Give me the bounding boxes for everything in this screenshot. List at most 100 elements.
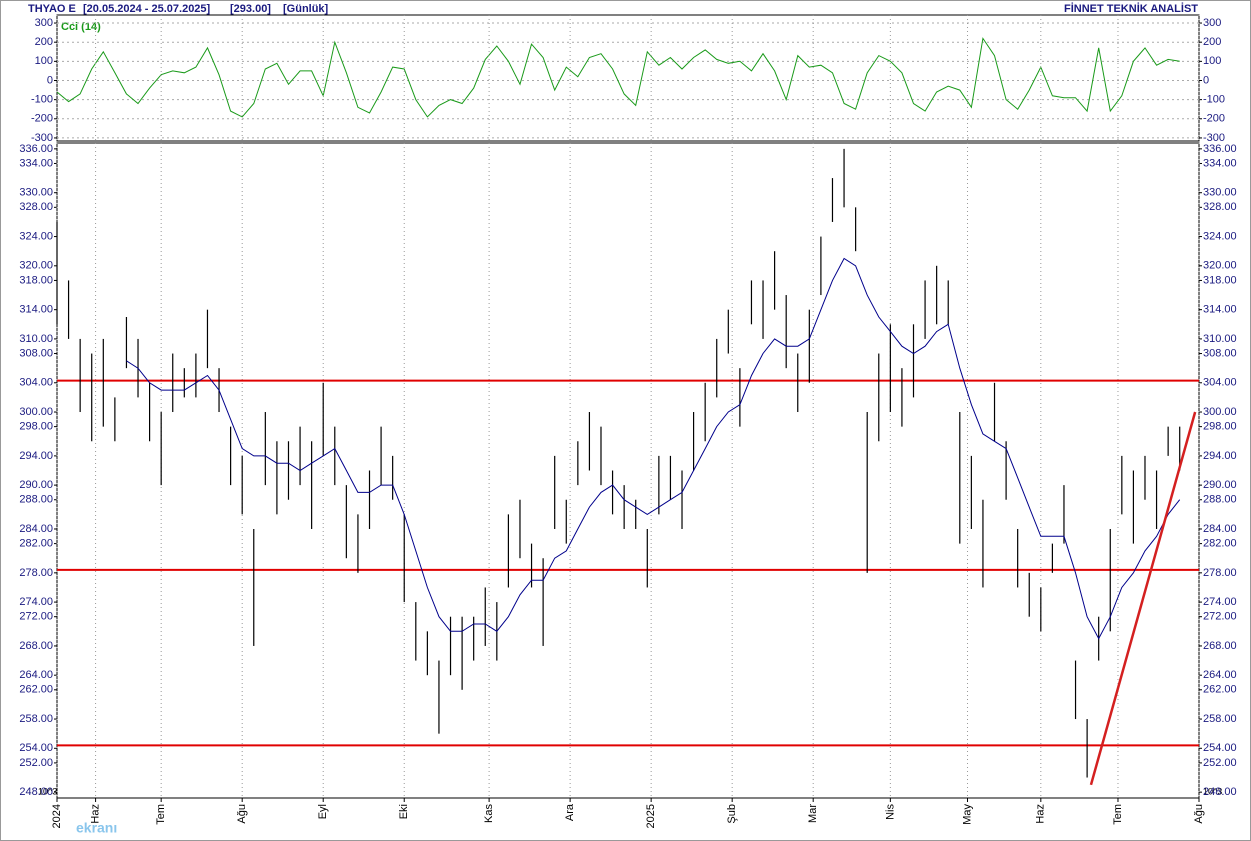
y-tick-label: 254.00	[1203, 742, 1237, 754]
date-range: [20.05.2024 - 25.07.2025]	[83, 3, 211, 15]
y-tick-label: 258.00	[1203, 713, 1237, 725]
scale-note: 10^3	[38, 786, 57, 796]
y-tick-label: -200	[31, 113, 53, 125]
price-panel	[56, 142, 1200, 799]
y-tick-label: 294.00	[19, 450, 53, 462]
period: [Günlük]	[283, 3, 329, 15]
y-tick-label: 318.00	[19, 274, 53, 286]
y-tick-label: 282.00	[1203, 538, 1237, 550]
y-tick-label: 248.00	[19, 786, 53, 798]
x-tick-label: Tem	[155, 804, 167, 825]
x-tick-label: May	[961, 804, 973, 825]
x-tick-label: Ara	[564, 803, 576, 821]
y-tick-label: 0	[1203, 74, 1209, 86]
x-tick-label: Eyl	[317, 804, 329, 819]
x-tick-label: Haz	[1035, 804, 1047, 824]
y-tick-label: 300	[35, 17, 53, 29]
y-tick-label: 314.00	[19, 304, 53, 316]
x-tick-label: Kas	[483, 804, 495, 823]
y-tick-label: 258.00	[19, 713, 53, 725]
x-tick-label: Ağu	[1193, 804, 1205, 824]
y-tick-label: 320.00	[1203, 260, 1237, 272]
y-tick-label: 274.00	[19, 596, 53, 608]
last-price: [293.00]	[230, 3, 271, 15]
moving-average	[126, 257, 1181, 640]
y-tick-label: 300.00	[1203, 406, 1237, 418]
x-tick-label: Eki	[398, 804, 410, 819]
scale-note: 10^3	[1203, 786, 1222, 796]
y-tick-label: 298.00	[1203, 421, 1237, 433]
y-tick-label: 252.00	[1203, 757, 1237, 769]
y-tick-label: 268.00	[19, 640, 53, 652]
y-tick-label: 300	[1203, 17, 1221, 29]
y-tick-label: 274.00	[1203, 596, 1237, 608]
y-tick-label: 254.00	[19, 742, 53, 754]
y-tick-label: 0	[47, 74, 53, 86]
y-tick-label: 290.00	[1203, 479, 1237, 491]
title: THYAO E	[28, 3, 76, 15]
y-tick-label: -200	[1203, 113, 1225, 125]
y-tick-label: 248.00	[1203, 786, 1237, 798]
y-tick-label: 336.00	[1203, 143, 1237, 155]
y-tick-label: 324.00	[1203, 230, 1237, 242]
x-tick-label: Nis	[884, 804, 896, 820]
y-tick-label: 320.00	[19, 260, 53, 272]
y-tick-label: -100	[1203, 94, 1225, 106]
y-tick-label: -100	[31, 94, 53, 106]
y-tick-label: 324.00	[19, 230, 53, 242]
y-tick-label: 268.00	[1203, 640, 1237, 652]
x-tick-label: Haz	[89, 804, 101, 824]
y-tick-label: 262.00	[19, 684, 53, 696]
watermark: ekranı	[76, 820, 117, 836]
y-tick-label: 288.00	[1203, 494, 1237, 506]
y-tick-label: 308.00	[1203, 347, 1237, 359]
y-tick-label: 288.00	[19, 494, 53, 506]
y-tick-label: 310.00	[1203, 333, 1237, 345]
cci-panel	[56, 14, 1200, 142]
y-tick-label: -300	[1203, 132, 1225, 144]
x-tick-label: Mar	[807, 804, 819, 823]
y-tick-label: 336.00	[19, 143, 53, 155]
y-tick-label: 272.00	[1203, 611, 1237, 623]
y-tick-label: 252.00	[19, 757, 53, 769]
y-tick-label: 334.00	[1203, 157, 1237, 169]
y-tick-label: 100	[1203, 55, 1221, 67]
x-tick-label: 2024	[51, 804, 63, 828]
y-tick-label: 264.00	[1203, 669, 1237, 681]
y-tick-label: 328.00	[1203, 201, 1237, 213]
x-tick-label: Tem	[1112, 804, 1124, 825]
y-tick-label: 294.00	[1203, 450, 1237, 462]
y-tick-label: 282.00	[19, 538, 53, 550]
x-tick-label: Ağu	[236, 804, 248, 824]
y-tick-label: -300	[31, 132, 53, 144]
y-tick-label: 330.00	[19, 187, 53, 199]
source: FİNNET TEKNİK ANALİST	[1064, 2, 1198, 15]
y-tick-label: 278.00	[1203, 567, 1237, 579]
x-tick-label: 2025	[645, 804, 657, 828]
y-tick-label: 200	[1203, 36, 1221, 48]
y-tick-label: 310.00	[19, 333, 53, 345]
y-tick-label: 300.00	[19, 406, 53, 418]
y-tick-label: 308.00	[19, 347, 53, 359]
y-tick-label: 304.00	[1203, 377, 1237, 389]
x-tick-label: Şub	[726, 804, 738, 824]
y-tick-label: 262.00	[1203, 684, 1237, 696]
y-tick-label: 272.00	[19, 611, 53, 623]
cci-line	[56, 37, 1180, 118]
y-tick-label: 290.00	[19, 479, 53, 491]
y-tick-label: 284.00	[1203, 523, 1237, 535]
y-tick-label: 330.00	[1203, 187, 1237, 199]
cci-legend: Cci (14)	[61, 21, 101, 33]
y-tick-label: 264.00	[19, 669, 53, 681]
y-tick-label: 334.00	[19, 157, 53, 169]
y-tick-label: 200	[35, 36, 53, 48]
y-tick-label: 278.00	[19, 567, 53, 579]
y-tick-label: 328.00	[19, 201, 53, 213]
y-tick-label: 284.00	[19, 523, 53, 535]
y-tick-label: 304.00	[19, 377, 53, 389]
y-tick-label: 298.00	[19, 421, 53, 433]
y-tick-label: 100	[35, 55, 53, 67]
